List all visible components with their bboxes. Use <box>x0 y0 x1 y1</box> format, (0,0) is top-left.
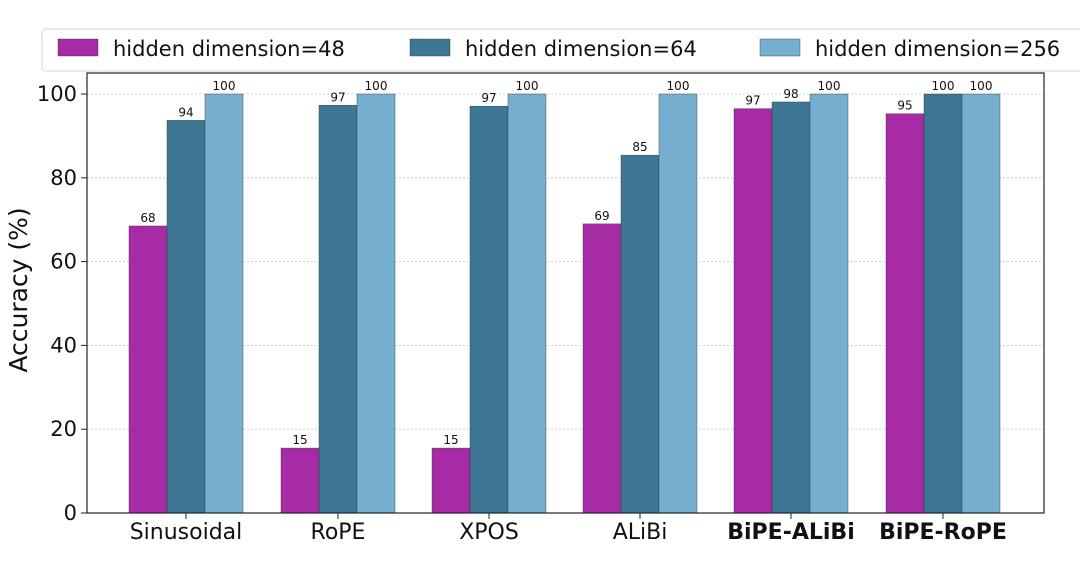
legend-label-2: hidden dimension=64 <box>465 37 697 61</box>
bar-bipe-alibi-s2 <box>771 101 811 514</box>
x-tick-label-bipe-alibi: BiPE-ALiBi <box>727 520 855 545</box>
y-tick-label-0: 0 <box>64 501 77 525</box>
bar-bipe-rope-s2 <box>923 93 963 514</box>
bar-label-alibi-s3: 100 <box>667 79 690 93</box>
bar-xpos-s2 <box>469 105 509 514</box>
bar-sinusoidal-s1 <box>128 225 168 514</box>
y-tick-label-100: 100 <box>37 82 77 106</box>
bar-label-bipe-alibi-s1: 97 <box>745 94 760 108</box>
bar-label-sinusoidal-s3: 100 <box>213 79 236 93</box>
bar-alibi-s1 <box>582 223 622 514</box>
x-axis-ticks: Sinusoidal RoPE XPOS ALiBi BiPE-ALiBi BiPE-Ro… <box>130 513 1007 545</box>
bar-label-rope-s2: 97 <box>330 90 345 104</box>
y-axis-ticks: 0 20 40 60 80 100 <box>37 82 87 525</box>
x-tick-label-alibi: ALiBi <box>613 520 668 545</box>
bar-label-bipe-rope-s2: 100 <box>932 79 955 93</box>
bar-rope-s1 <box>280 447 320 514</box>
bar-value-labels: 68 94 100 15 97 100 15 97 100 69 85 100 97 98 100 95 100… <box>140 79 992 447</box>
bar-bipe-rope-s3 <box>961 93 1001 514</box>
bars <box>128 93 1001 514</box>
y-tick-label-80: 80 <box>50 166 77 190</box>
legend-frame <box>41 28 1080 72</box>
bar-label-rope-s1: 15 <box>292 433 307 447</box>
bar-label-rope-s3: 100 <box>365 79 388 93</box>
x-tick-label-xpos: XPOS <box>459 520 519 545</box>
bar-label-xpos-s3: 100 <box>516 79 539 93</box>
x-tick-label-sinusoidal: Sinusoidal <box>130 520 243 545</box>
y-tick-label-40: 40 <box>50 333 77 357</box>
bar-label-bipe-rope-s3: 100 <box>970 79 993 93</box>
bar-bipe-rope-s1 <box>885 113 925 514</box>
bar-rope-s3 <box>356 93 396 514</box>
bar-label-sinusoidal-s1: 68 <box>140 211 155 225</box>
bar-alibi-s3 <box>658 93 698 514</box>
legend-swatch-3 <box>759 38 801 57</box>
bar-bipe-alibi-s1 <box>733 108 773 514</box>
bar-label-xpos-s1: 15 <box>443 433 458 447</box>
legend: hidden dimension=48 hidden dimension=64 hi… <box>41 28 1080 72</box>
bar-label-xpos-s2: 97 <box>481 91 496 105</box>
y-axis-label: Accuracy (%) <box>4 207 33 372</box>
bar-label-sinusoidal-s2: 94 <box>178 105 193 119</box>
y-tick-label-20: 20 <box>50 417 77 441</box>
x-tick-label-rope: RoPE <box>311 520 366 545</box>
legend-label-1: hidden dimension=48 <box>113 37 345 61</box>
bar-label-bipe-alibi-s2: 98 <box>783 87 798 101</box>
legend-swatch-1 <box>57 38 99 57</box>
bar-xpos-s3 <box>507 93 547 514</box>
bar-label-alibi-s2: 85 <box>632 140 647 154</box>
gridlines <box>87 93 1044 430</box>
bar-bipe-alibi-s3 <box>809 93 849 514</box>
bar-label-bipe-alibi-s3: 100 <box>818 79 841 93</box>
bar-alibi-s2 <box>620 154 660 514</box>
bar-sinusoidal-s2 <box>166 120 206 514</box>
bar-label-bipe-rope-s1: 95 <box>897 99 912 113</box>
x-tick-label-bipe-rope: BiPE-RoPE <box>879 520 1007 545</box>
bar-label-alibi-s1: 69 <box>594 209 609 223</box>
legend-swatch-2 <box>409 38 451 57</box>
bar-rope-s2 <box>318 105 358 514</box>
legend-label-3: hidden dimension=256 <box>815 37 1060 61</box>
y-tick-label-60: 60 <box>50 250 77 274</box>
bar-sinusoidal-s3 <box>204 93 244 514</box>
bar-xpos-s1 <box>431 447 471 514</box>
plot-frame <box>86 72 1045 514</box>
